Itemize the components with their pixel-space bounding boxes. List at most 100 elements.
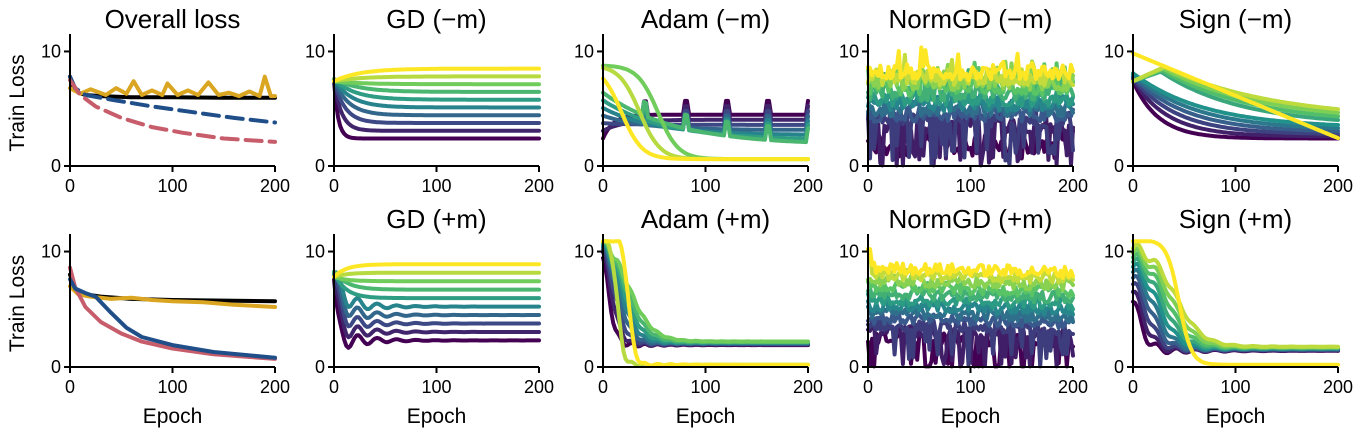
series-line-4 — [332, 77, 541, 110]
series-line-1 — [332, 78, 541, 133]
x-tick-label: 100 — [690, 176, 720, 196]
x-axis-label: Epoch — [143, 405, 203, 428]
y-tick-label: 10 — [574, 41, 594, 61]
panel-4: Sign (−m) 0 100 200 0 10 — [1104, 4, 1353, 196]
panel-3: NormGD (−m) 0 100 200 0 10 — [839, 4, 1088, 196]
series-line-8 — [332, 74, 541, 84]
panel-title: NormGD (+m) — [889, 204, 1053, 234]
panel-title: Sign (−m) — [1179, 4, 1292, 34]
series-group — [332, 262, 541, 350]
y-axis-label: Train Loss — [6, 255, 29, 352]
x-tick-label: 200 — [1323, 377, 1353, 397]
series-line-2 — [332, 274, 541, 329]
series-line-2 — [332, 78, 541, 125]
y-tick-label: 10 — [839, 242, 859, 262]
series-line-5 — [332, 77, 541, 102]
y-tick-label: 10 — [305, 242, 325, 262]
y-tick-label: 0 — [849, 357, 859, 377]
series-group — [332, 66, 541, 141]
x-tick-label: 0 — [598, 377, 608, 397]
x-tick-label: 0 — [65, 176, 75, 196]
x-axis-label: Epoch — [676, 405, 736, 428]
x-tick-label: 0 — [863, 377, 873, 397]
x-tick-label: 100 — [421, 377, 451, 397]
x-tick-label: 0 — [863, 176, 873, 196]
series-line-2 — [1131, 76, 1340, 136]
y-tick-label: 0 — [1114, 357, 1124, 377]
y-tick-label: 10 — [1104, 242, 1124, 262]
series-line-3 — [332, 273, 541, 320]
series-line-6 — [332, 269, 541, 292]
panel-9: Sign (+m) 0 100 200 0 10 Epoch — [1104, 204, 1353, 428]
y-tick-label: 0 — [584, 156, 594, 176]
series-line-9 — [601, 76, 810, 162]
x-tick-label: 100 — [1220, 377, 1250, 397]
series-line-9 — [601, 239, 810, 368]
y-tick-label: 0 — [315, 156, 325, 176]
series-line-3 — [1131, 74, 1340, 134]
series-line-pink — [68, 78, 277, 144]
y-tick-label: 10 — [305, 41, 325, 61]
series-group — [68, 74, 277, 144]
series-line-4 — [1131, 72, 1340, 131]
series-line-gold — [68, 74, 277, 99]
x-tick-label: 200 — [1058, 377, 1088, 397]
series-line-7 — [1131, 68, 1340, 119]
series-line-7 — [601, 239, 810, 344]
series-group — [68, 265, 277, 361]
series-line-blue — [68, 277, 277, 360]
panel-7: Adam (+m) 0 100 200 0 10 Epoch — [574, 204, 823, 428]
x-tick-label: 100 — [421, 176, 451, 196]
x-tick-label: 100 — [157, 377, 187, 397]
series-line-6 — [1131, 70, 1340, 122]
panel-5: 0 100 200 0 10 Train Loss Epoch — [6, 234, 290, 428]
x-tick-label: 100 — [955, 176, 985, 196]
series-line-3 — [601, 108, 810, 132]
series-line-10 — [1131, 51, 1340, 141]
panel-title: GD (−m) — [386, 4, 486, 34]
panel-8: NormGD (+m) 0 100 200 0 10 Epoch — [839, 204, 1088, 428]
x-tick-label: 200 — [524, 176, 554, 196]
x-tick-label: 200 — [1058, 176, 1088, 196]
x-axis-label: Epoch — [407, 405, 467, 428]
x-tick-label: 0 — [65, 377, 75, 397]
y-tick-label: 0 — [51, 156, 61, 176]
y-tick-label: 0 — [849, 156, 859, 176]
panel-title: NormGD (−m) — [889, 4, 1053, 34]
panel-title: Overall loss — [105, 4, 241, 34]
x-tick-label: 0 — [598, 176, 608, 196]
series-line-0 — [1131, 79, 1340, 141]
y-tick-label: 0 — [51, 357, 61, 377]
series-group — [866, 247, 1075, 369]
series-group — [866, 45, 1075, 168]
x-tick-label: 0 — [329, 377, 339, 397]
series-line-6 — [601, 90, 810, 145]
series-line-8 — [332, 270, 541, 279]
series-line-9 — [332, 66, 541, 84]
series-line-11 — [866, 247, 1075, 280]
y-tick-label: 10 — [41, 242, 61, 262]
x-tick-label: 200 — [1323, 176, 1353, 196]
x-tick-label: 100 — [1220, 176, 1250, 196]
series-line-4 — [866, 304, 1075, 324]
x-tick-label: 200 — [260, 176, 290, 196]
series-line-11 — [866, 45, 1075, 83]
series-line-gold — [68, 284, 277, 309]
series-line-9 — [332, 262, 541, 279]
y-tick-label: 0 — [584, 357, 594, 377]
x-tick-label: 200 — [524, 377, 554, 397]
series-group — [1131, 51, 1340, 141]
series-line-3 — [866, 311, 1075, 330]
x-tick-label: 200 — [260, 377, 290, 397]
series-line-10 — [1131, 239, 1340, 367]
panel-title: Adam (−m) — [641, 4, 770, 34]
x-tick-label: 100 — [690, 377, 720, 397]
panel-title: GD (+m) — [386, 204, 486, 234]
series-line-1 — [332, 276, 541, 340]
series-line-0 — [332, 277, 541, 350]
x-tick-label: 0 — [1128, 377, 1138, 397]
series-group — [601, 63, 810, 162]
series-line-7 — [332, 274, 541, 284]
series-line-3 — [332, 78, 541, 118]
